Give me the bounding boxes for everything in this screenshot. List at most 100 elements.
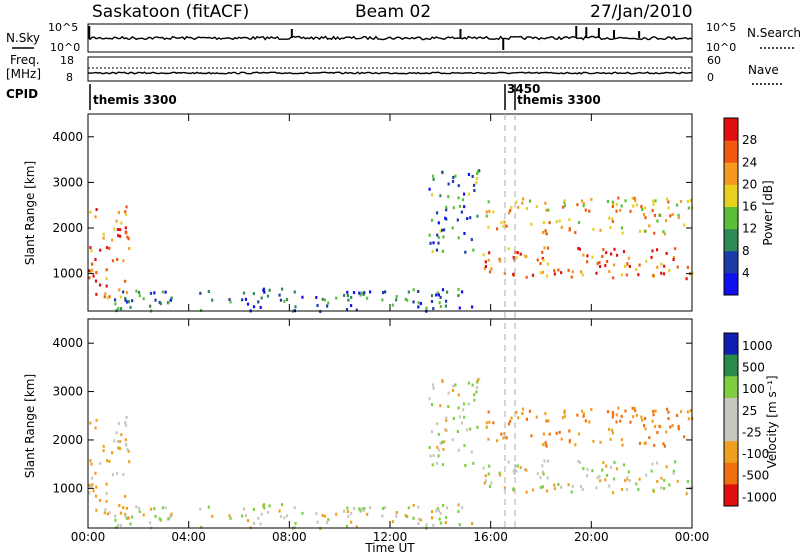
- power-pixel: [430, 218, 434, 222]
- power-pixel: [635, 203, 638, 207]
- power-pixel: [665, 197, 669, 201]
- power-colorbar-color-step: [724, 228, 738, 252]
- velocity-pixel: [199, 507, 202, 511]
- velocity-pixel: [484, 474, 487, 478]
- power-pixel: [124, 210, 127, 214]
- power-pixel: [252, 305, 256, 309]
- power-pixel: [94, 279, 98, 283]
- velocity-pixel: [94, 426, 97, 430]
- power-pixel: [544, 229, 547, 233]
- velocity-pixel: [671, 424, 674, 428]
- velocity-pixel: [428, 397, 431, 401]
- power-pixel: [89, 210, 92, 214]
- velocity-pixel: [555, 431, 558, 435]
- velocity-pixel: [648, 436, 651, 440]
- power-pixel: [127, 237, 130, 241]
- velocity-pixel: [516, 464, 519, 468]
- velocity-pixel: [498, 471, 501, 475]
- power-pixel: [580, 270, 583, 274]
- velocity-colorbar-tick-label: -1000: [742, 490, 777, 504]
- velocity-pixel: [609, 437, 612, 441]
- velocity-pixel: [652, 488, 655, 492]
- power-pixel: [567, 268, 570, 272]
- power-pixel: [161, 290, 164, 294]
- power-pixel: [503, 220, 506, 224]
- velocity-pixel: [283, 516, 286, 520]
- velocity-pixel: [105, 482, 108, 486]
- velocity-pixel: [280, 503, 284, 507]
- velocity-pixel: [382, 506, 385, 510]
- power-pixel: [117, 234, 120, 238]
- velocity-colorbar-color-step: [724, 397, 738, 420]
- freq-tick-top: 18: [60, 54, 74, 67]
- power-pixel: [278, 293, 281, 297]
- velocity-pixel: [663, 478, 666, 482]
- power-pixel: [620, 273, 624, 277]
- velocity-pixel: [580, 484, 583, 488]
- velocity-pixel: [457, 393, 460, 397]
- velocity-pixel: [417, 517, 420, 521]
- velocity-pixel: [598, 474, 601, 478]
- power-pixel: [117, 307, 120, 311]
- velocity-pixel: [487, 437, 490, 441]
- power-pixel: [640, 205, 643, 209]
- x-tick-label: 04:00: [171, 530, 206, 544]
- power-pixel: [138, 294, 141, 298]
- power-pixel: [528, 199, 532, 203]
- velocity-pixel: [652, 409, 655, 413]
- velocity-pixel: [117, 421, 120, 425]
- velocity-pixel: [525, 468, 528, 472]
- velocity-pixel: [677, 427, 680, 431]
- power-pixel: [653, 213, 657, 217]
- power-pixel: [346, 290, 349, 294]
- power-pixel: [432, 307, 435, 311]
- power-pixel: [472, 248, 475, 252]
- power-pixel: [485, 214, 488, 218]
- velocity-colorbar-tick-label: 100: [742, 382, 765, 396]
- velocity-pixel: [447, 405, 450, 409]
- power-y-tick-label: 1000: [52, 267, 83, 281]
- velocity-pixel: [546, 459, 550, 463]
- power-pixel: [626, 262, 629, 266]
- power-pixel: [611, 220, 614, 224]
- velocity-pixel: [542, 443, 545, 447]
- power-pixel: [347, 298, 350, 302]
- velocity-pixel: [488, 464, 491, 468]
- velocity-pixel: [517, 416, 520, 420]
- velocity-pixel: [167, 517, 170, 521]
- power-pixel: [617, 196, 620, 200]
- power-ylabel: Slant Range [km]: [23, 161, 37, 265]
- velocity-pixel: [622, 463, 626, 467]
- power-pixel: [652, 202, 655, 206]
- velocity-pixel: [615, 420, 618, 424]
- power-colorbar: 28 24 20 16 12 8 4: [723, 117, 757, 296]
- power-pixel: [89, 246, 92, 250]
- power-pixel: [650, 255, 653, 259]
- velocity-colorbar-color-step: [724, 333, 738, 356]
- velocity-pixel: [359, 509, 362, 513]
- velocity-pixel: [686, 410, 689, 414]
- velocity-pixel: [103, 511, 106, 515]
- power-pixel: [432, 241, 435, 245]
- power-pixel: [510, 205, 513, 209]
- power-pixel: [113, 227, 116, 231]
- power-pixel: [352, 291, 356, 295]
- power-pixel: [128, 247, 131, 251]
- velocity-pixel: [441, 463, 444, 467]
- velocity-pixel: [461, 408, 465, 412]
- power-pixel: [346, 294, 350, 298]
- velocity-pixel: [521, 411, 524, 415]
- velocity-pixel: [260, 512, 263, 516]
- power-pixel: [417, 305, 420, 309]
- velocity-pixel: [612, 491, 615, 495]
- velocity-pixel: [395, 514, 398, 518]
- velocity-pixel: [457, 406, 460, 410]
- velocity-pixel: [358, 507, 361, 511]
- power-pixel: [476, 170, 479, 174]
- power-pixel: [530, 222, 533, 226]
- power-pixel: [539, 271, 542, 275]
- power-pixel: [461, 198, 465, 202]
- velocity-pixel: [95, 485, 98, 489]
- power-pixel: [686, 200, 689, 204]
- velocity-pixel: [124, 494, 127, 498]
